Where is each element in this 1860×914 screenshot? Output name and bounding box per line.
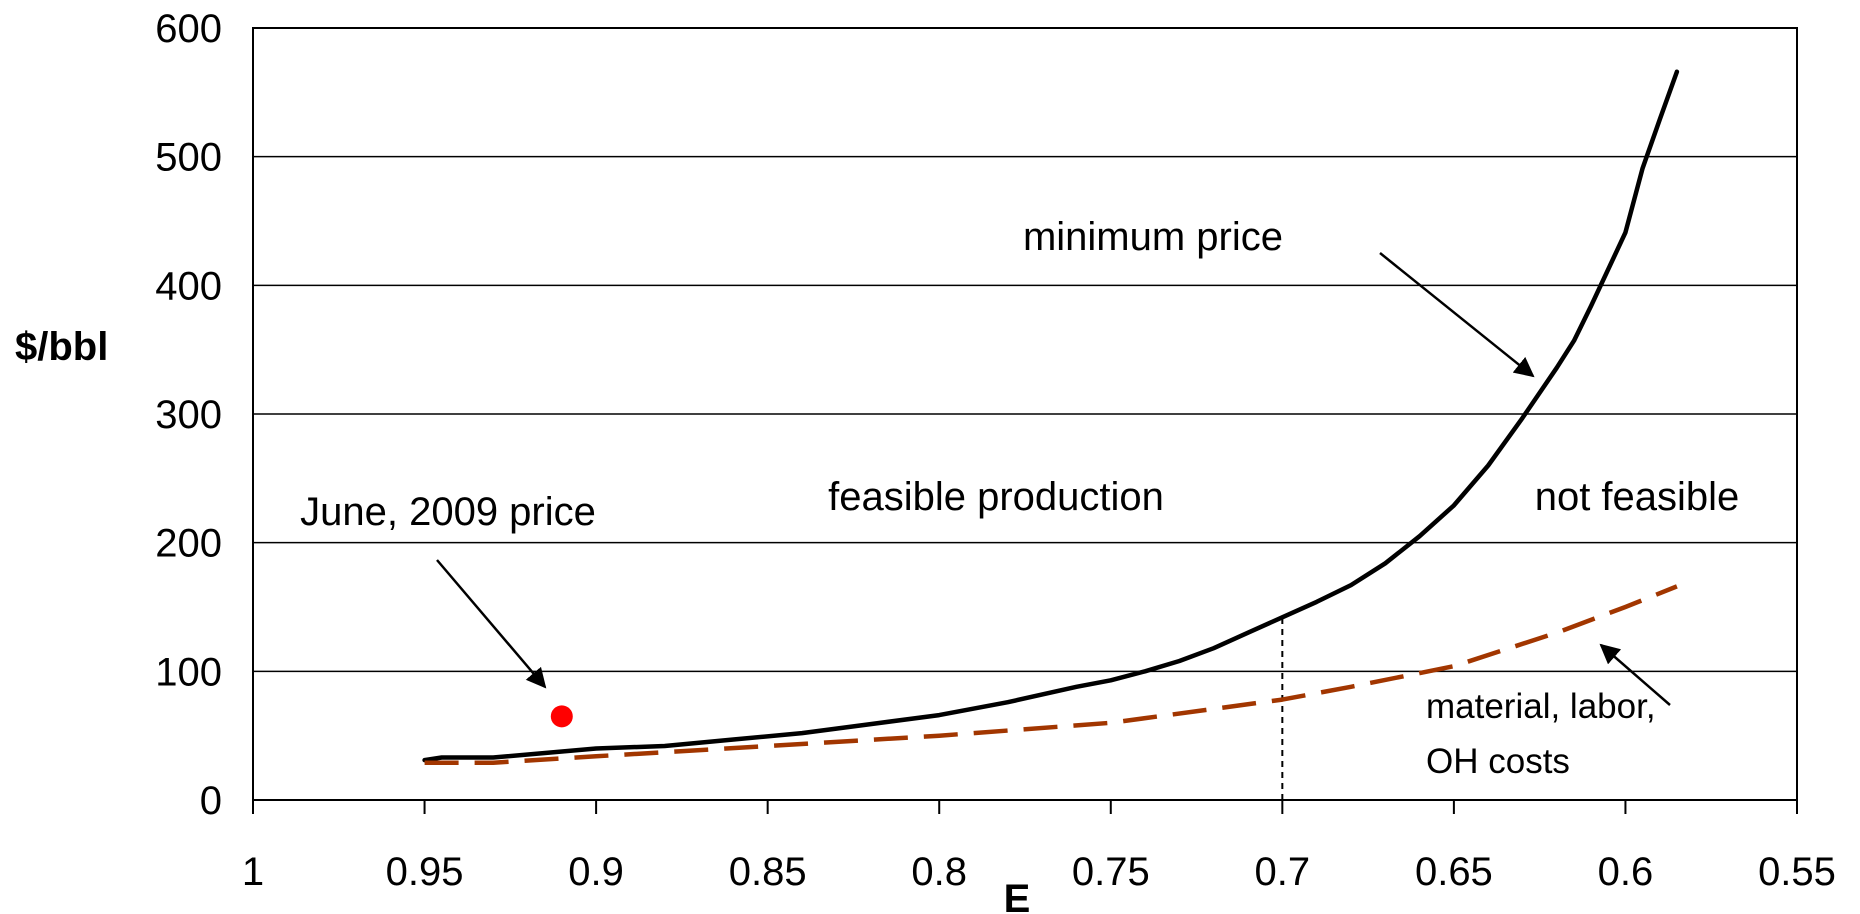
- plot-area-frame: [252, 27, 1798, 801]
- y-tick-label: 500: [155, 136, 222, 180]
- x-tick-label: 0.7: [1255, 850, 1311, 894]
- series-lines: [422, 69, 1680, 765]
- annotation-not-feasible: not feasible: [1535, 475, 1740, 519]
- annotation-costs-line2: OH costs: [1426, 742, 1570, 781]
- x-tick-label: 0.9: [568, 850, 624, 894]
- x-tick-label: 0.65: [1415, 850, 1493, 894]
- x-tick-label: 0.85: [729, 850, 807, 894]
- arrow-june-2009-price: [436, 559, 547, 689]
- x-tick-marks: [252, 800, 1798, 814]
- y-tick-label: 600: [155, 7, 222, 51]
- y-tick-label: 100: [155, 650, 222, 694]
- marker-june-2009-price: [550, 705, 573, 728]
- x-tick-label: 0.95: [386, 850, 464, 894]
- series-minimum-price: [422, 69, 1680, 763]
- y-tick-label: 400: [155, 264, 222, 308]
- annotation-costs-line1: material, labor,: [1426, 687, 1656, 726]
- x-tick-labels: 1 0.95 0.9 0.85 0.8 0.75 0.7 0.65 0.6 0.55: [242, 850, 1836, 894]
- x-axis-title: E: [1004, 877, 1031, 914]
- y-tick-labels: 0 100 200 300 400 500 600: [155, 7, 222, 823]
- x-tick-label: 0.6: [1598, 850, 1654, 894]
- gridlines: [253, 155, 1797, 673]
- y-tick-label: 0: [200, 779, 222, 823]
- y-tick-label: 300: [155, 393, 222, 437]
- annotation-june-2009-price: June, 2009 price: [300, 490, 596, 534]
- x-tick-label: 1: [242, 850, 264, 894]
- x-tick-label: 0.8: [911, 850, 967, 894]
- y-axis-title: $/bbl: [15, 325, 108, 369]
- y-tick-label: 200: [155, 522, 222, 566]
- series-material-labor-oh-costs: [424, 584, 1678, 765]
- arrow-minimum-price: [1379, 252, 1535, 378]
- x-tick-label: 0.55: [1758, 850, 1836, 894]
- annotation-minimum-price: minimum price: [1023, 215, 1283, 259]
- annotation-feasible-production: feasible production: [828, 475, 1164, 519]
- x-tick-label: 0.75: [1072, 850, 1150, 894]
- arrow-costs: [1599, 643, 1671, 706]
- data-markers: [550, 705, 573, 728]
